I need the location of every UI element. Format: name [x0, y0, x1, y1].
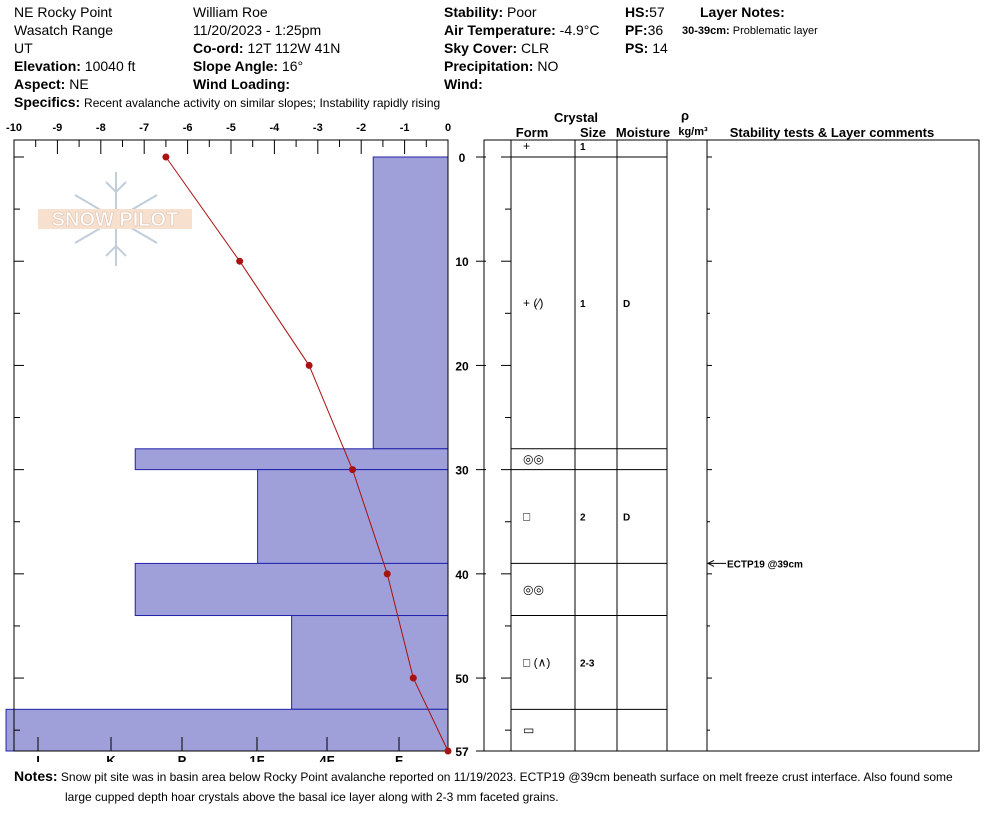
hardness-tick-label: P: [178, 753, 187, 762]
layer-note: 30-39cm: Problematic layer: [682, 25, 818, 37]
air-temperature: Air Temperature: -4.9°C: [444, 22, 600, 38]
moisture-header: Moisture: [616, 125, 670, 140]
datetime: 11/20/2023 - 1:25pm: [193, 22, 322, 38]
temperature-point: [162, 153, 170, 161]
depth-label: 57: [455, 745, 469, 759]
notes-label: Notes:: [14, 768, 58, 784]
form-header: Form: [516, 125, 549, 140]
coordinates: Co-ord: 12T 112W 41N: [193, 40, 341, 56]
temp-tick-label: -5: [226, 122, 236, 134]
stability-test-label-0: ECTP19 @39cm: [727, 559, 803, 570]
hardness-bar-5: [5, 708, 449, 752]
table-frame: [483, 139, 980, 752]
wind-loading: Wind Loading:: [193, 76, 291, 92]
temperature-point: [444, 747, 452, 755]
watermark-text: SNOW PILOT: [52, 209, 179, 231]
crystal-form-0: +: [523, 139, 530, 153]
temp-tick-label: -4: [270, 122, 281, 134]
crystal-form-3: □: [523, 510, 530, 524]
temperature-point: [305, 361, 313, 369]
temp-tick-label: -2: [356, 122, 366, 134]
temp-tick-label: -8: [96, 122, 106, 134]
density-unit-header: kg/m³: [678, 126, 708, 138]
temperature-point: [383, 570, 391, 578]
hardness-tick-label: F: [395, 753, 403, 762]
hardness-bar-0: [372, 156, 449, 450]
crystal-moisture-3: D: [623, 513, 630, 524]
wind: Wind:: [444, 76, 483, 92]
crystal-table-panel: Crystal Form Size Moisture ρ kg/m³ Stability t…: [483, 108, 980, 752]
elevation: Elevation: 10040 ft: [14, 58, 136, 74]
notes-line-2: large cupped depth hoar crystals above t…: [65, 790, 559, 804]
crystal-size-5: 2-3: [580, 658, 595, 669]
depth-label: 30: [455, 464, 469, 478]
temp-tick-label: -3: [313, 122, 323, 134]
temp-tick-label: -1: [400, 122, 410, 134]
temp-tick-label: 0: [445, 122, 451, 134]
crystal-size-1: 1: [580, 299, 586, 310]
aspect: Aspect: NE: [14, 76, 89, 92]
crystal-size-3: 2: [580, 513, 586, 524]
hardness-tick-label: 1F: [249, 753, 264, 762]
crystal-header: Crystal: [554, 110, 598, 125]
crystal-form-6: ▭: [523, 723, 534, 737]
ps: PS: 14: [625, 40, 668, 56]
hardness-bar-3: [134, 562, 449, 617]
temp-tick-label: -6: [183, 122, 193, 134]
state: UT: [14, 40, 33, 56]
sky-cover: Sky Cover: CLR: [444, 40, 550, 56]
comments-header: Stability tests & Layer comments: [730, 125, 934, 140]
stability-test-arrowhead: [706, 559, 715, 567]
crystal-moisture-1: D: [623, 299, 630, 310]
temp-tick-label: -10: [6, 122, 22, 134]
temperature-point: [409, 674, 417, 682]
layer-notes-label: Layer Notes:: [700, 4, 785, 20]
hs: HS:57: [625, 4, 665, 20]
watermark-band: [38, 209, 192, 229]
snow-profile-chart: SNOW PILOT -10 -9 -8 -7 -6 -5 -4 -3 -2 -1 0I K P 1F 4F…: [5, 108, 980, 762]
stability: Stability: Poor: [444, 4, 537, 20]
slope-angle: Slope Angle: 16°: [193, 58, 304, 74]
depth-label: 40: [455, 568, 469, 582]
size-header: Size: [580, 125, 606, 140]
temperature-point: [349, 466, 357, 474]
specifics: Specifics: Recent avalanche activity on …: [14, 94, 441, 110]
pf: PF:36: [625, 22, 664, 38]
notes-line-1: Snow pit site was in basin area below Ro…: [60, 770, 953, 784]
temp-tick-label: -9: [53, 122, 63, 134]
depth-label: 20: [455, 359, 469, 373]
hardness-bar-2: [257, 469, 449, 564]
crystal-size-0: 1: [580, 142, 586, 153]
notes: Notes: Snow pit site was in basin area b…: [14, 766, 984, 807]
precipitation: Precipitation: NO: [444, 58, 559, 74]
snowpilot-watermark: SNOW PILOT: [38, 172, 192, 266]
crystal-form-4: ◎◎: [523, 582, 544, 596]
crystal-form-2: ◎◎: [523, 452, 544, 466]
hardness-tick-label: K: [106, 753, 116, 762]
site-name: NE Rocky Point: [14, 4, 113, 20]
depth-label: 0: [459, 151, 466, 165]
crystal-form-5: □ (∧): [523, 655, 550, 669]
temp-tick-label: -7: [139, 122, 149, 134]
hardness-bar-1: [134, 448, 449, 471]
temperature-hardness-panel: -10 -9 -8 -7 -6 -5 -4 -3 -2 -1 0I K P 1F 4F F0102030405…: [5, 122, 486, 762]
density-symbol-header: ρ: [681, 108, 689, 123]
hardness-tick-label: I: [36, 753, 40, 762]
hardness-tick-label: 4F: [319, 753, 334, 762]
crystal-form-1: + (⁄): [523, 296, 543, 310]
depth-label: 50: [455, 672, 469, 686]
mountain-range: Wasatch Range: [14, 22, 114, 38]
depth-label: 10: [455, 255, 469, 269]
temperature-point: [236, 257, 244, 265]
observer: William Roe: [193, 4, 268, 20]
hardness-bar-4: [291, 615, 449, 710]
